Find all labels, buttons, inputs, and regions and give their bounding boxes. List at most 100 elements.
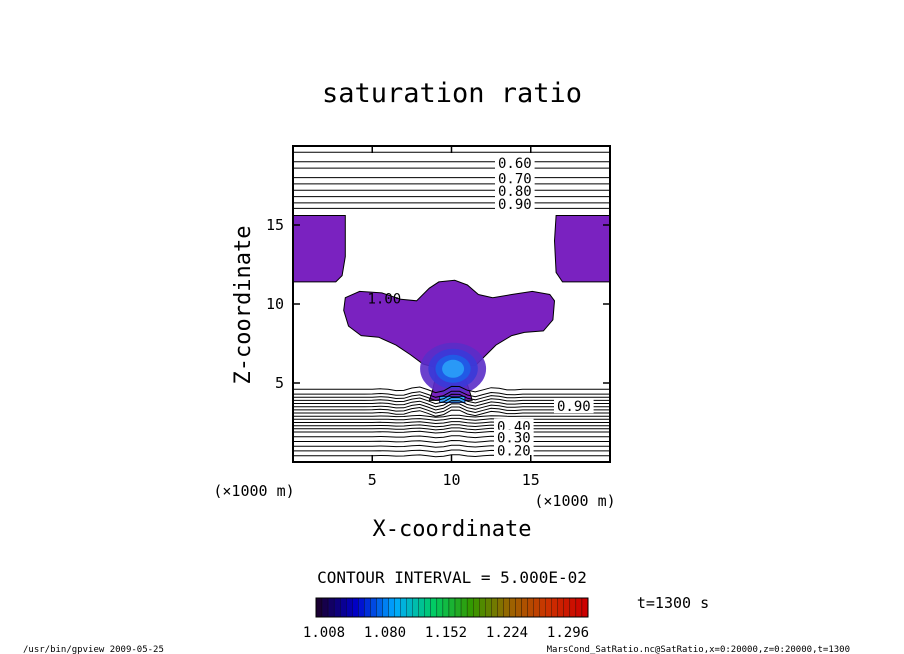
colorbar-cell	[364, 597, 371, 618]
contour-label-bg	[495, 170, 535, 186]
contour-label-one: 1.00	[367, 291, 401, 307]
colorbar-cell	[340, 597, 347, 618]
colorbar-cell	[479, 597, 486, 618]
lower-contour-label: 0.90	[557, 399, 591, 415]
colorbar-cell	[454, 597, 462, 618]
upper-contour-label: 0.90	[498, 197, 532, 213]
fill-region-cloud	[343, 279, 556, 401]
x-axis-unit: (×1000 m)	[534, 492, 615, 510]
colorbar-tick-label: 1.080	[364, 625, 406, 641]
time-text: t=1300 s	[637, 594, 709, 612]
colorbar-cell	[581, 597, 589, 618]
y-tick-label: 5	[275, 374, 284, 392]
colorbar-cell	[394, 597, 401, 618]
colorbar-cell	[551, 597, 558, 618]
upper-contour-label: 0.60	[498, 156, 532, 172]
colorbar-cell	[315, 597, 323, 618]
colorbar-cell	[333, 597, 341, 618]
colorbar-tick-labels: 1.008 1.080 1.152 1.224 1.296	[303, 625, 589, 641]
fill-region-left	[292, 215, 346, 283]
core-band	[442, 359, 465, 378]
lower-contour-line	[293, 424, 610, 428]
colorbar-cell	[388, 597, 395, 618]
contour-label-bg	[494, 442, 534, 458]
contour-label-bg	[495, 154, 535, 170]
colorbar-cell	[503, 597, 510, 618]
x-tick-label: 15	[522, 471, 540, 489]
lower-contour-line	[293, 430, 610, 434]
colorbar-cell	[497, 597, 504, 618]
colorbar-tick-label: 1.008	[303, 625, 345, 641]
colorbar-cell	[533, 597, 540, 618]
y-axis-unit: (×1000 m)	[213, 482, 294, 500]
footer-left-text: /usr/bin/gpview 2009-05-25	[23, 645, 164, 654]
colorbar-cell	[527, 597, 534, 618]
lower-contour-line	[293, 427, 610, 431]
colorbar-cell	[442, 597, 450, 618]
colorbar-cell	[485, 597, 492, 618]
colorbar: 1.008 1.080 1.152 1.224 1.296	[303, 597, 589, 641]
colorbar-cell	[491, 597, 498, 618]
contour-label-bg	[495, 195, 535, 211]
colorbar-cell	[352, 597, 359, 618]
footer-right-text: MarsCond_SatRatio.nc@SatRatio,x=0:20000,…	[547, 645, 850, 654]
contour-labels: 0.600.700.800.900.900.400.300.201.00	[367, 154, 594, 459]
colorbar-cells	[315, 597, 589, 618]
x-tick-label: 5	[368, 471, 377, 489]
contour-label-bg	[494, 429, 534, 445]
colorbar-cell	[436, 597, 444, 618]
colorbar-cell	[358, 597, 365, 618]
colorbar-cell	[509, 597, 516, 618]
contour-label-bg	[554, 398, 594, 414]
lower-contour-line	[293, 439, 610, 444]
y-axis-label: Z-coordinate	[231, 226, 256, 385]
colorbar-tick-label: 1.296	[547, 625, 589, 641]
lower-contour-line	[293, 414, 610, 418]
colorbar-cell	[430, 597, 438, 618]
plot-area: 0.600.700.800.900.900.400.300.201.00 5 10…	[266, 145, 611, 489]
lower-contour-line	[293, 417, 610, 421]
colorbar-cell	[460, 597, 468, 618]
lower-contour-line	[293, 390, 610, 398]
colorbar-cell	[466, 597, 474, 618]
colorbar-cell	[418, 597, 425, 618]
lower-contour-label: 0.20	[497, 443, 531, 459]
colorbar-cell	[400, 597, 407, 618]
colorbar-cell	[521, 597, 528, 618]
lower-contour-line	[293, 454, 610, 458]
axis-ticks: 5 10 15 5 10 15	[266, 146, 610, 489]
lower-contour-line	[293, 435, 610, 439]
colorbar-cell	[539, 597, 546, 618]
x-tick-label: 10	[442, 471, 460, 489]
colorbar-cell	[412, 597, 419, 618]
colorbar-cell	[563, 597, 571, 618]
colorbar-cell	[557, 597, 564, 618]
colorbar-cell	[376, 597, 383, 618]
fill-region-right	[553, 215, 611, 283]
contour-interval-text: CONTOUR INTERVAL = 5.000E-02	[317, 568, 587, 587]
colorbar-cell	[406, 597, 413, 618]
lower-contour-line	[293, 385, 610, 394]
lower-contour-line	[293, 393, 610, 402]
colorbar-cell	[575, 597, 583, 618]
colorbar-tick-label: 1.224	[486, 625, 528, 641]
colorbar-cell	[545, 597, 552, 618]
colorbar-frame	[315, 597, 589, 618]
chart-title: saturation ratio	[322, 78, 582, 109]
colorbar-cell	[569, 597, 577, 618]
colorbar-cell	[382, 597, 389, 618]
colorbar-cell	[346, 597, 353, 618]
lower-contour-line	[293, 444, 610, 448]
supersaturation-fills	[292, 215, 611, 403]
lower-contour-line	[293, 449, 610, 453]
contour-lines	[293, 151, 610, 458]
colorbar-tick-label: 1.152	[425, 625, 467, 641]
contour-label-bg	[495, 183, 535, 199]
colorbar-cell	[327, 597, 335, 618]
colorbar-cell	[515, 597, 522, 618]
y-tick-label: 15	[266, 216, 284, 234]
colorbar-cell	[448, 597, 456, 618]
colorbar-cell	[321, 597, 329, 618]
colorbar-cell	[473, 597, 480, 618]
